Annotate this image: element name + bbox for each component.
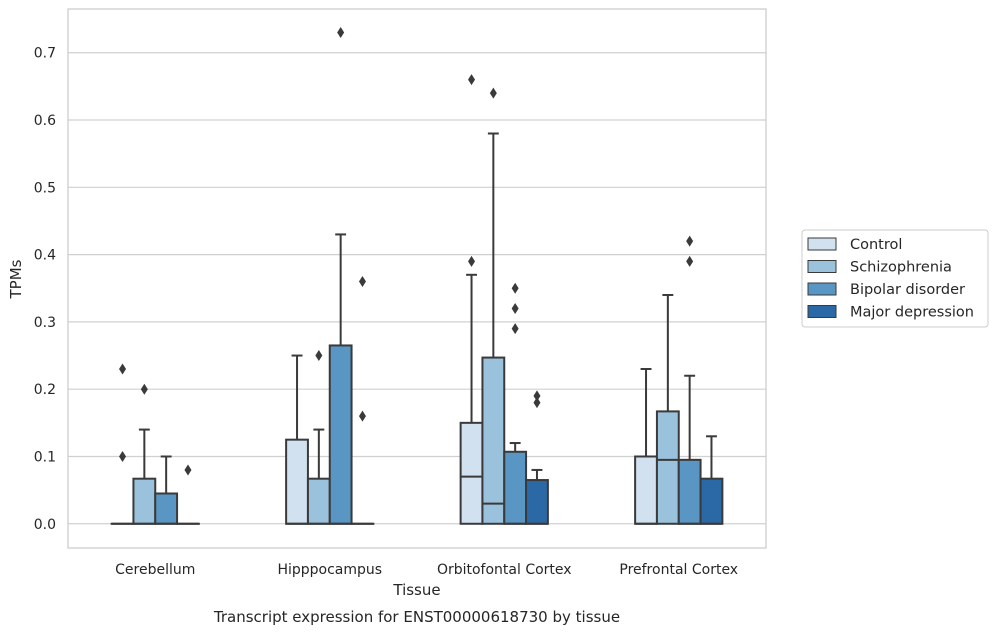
outlier-point [533, 397, 541, 409]
outlier-point [358, 410, 366, 422]
box [328, 344, 353, 525]
outlier-point [358, 276, 366, 288]
box-group [459, 74, 484, 525]
legend-label: Schizophrenia [850, 260, 952, 276]
box-series [110, 27, 724, 525]
box [503, 450, 528, 525]
box [634, 455, 658, 525]
box [154, 492, 179, 525]
outlier-point [489, 87, 497, 99]
outlier-point [140, 383, 148, 395]
box-group [677, 235, 702, 525]
x-tick-labels: Cerebellum Hipppocampus Orbitofontal Corte… [115, 562, 738, 578]
outlier-point [468, 74, 476, 86]
box [481, 356, 506, 525]
box-group [132, 383, 157, 525]
box-group [481, 87, 506, 525]
box [132, 477, 157, 525]
y-axis-title: TPMs [7, 259, 25, 299]
legend-label: Bipolar disorder [850, 282, 965, 298]
box-group [176, 464, 200, 525]
box [285, 438, 309, 525]
x-tick-label: Cerebellum [115, 562, 195, 578]
x-tick-label: Prefrontal Cortex [619, 562, 738, 578]
legend-swatch [807, 282, 837, 296]
x-axis-title: Tissue [392, 581, 440, 599]
box-group [655, 293, 680, 525]
y-tick-label: 0.6 [34, 113, 56, 129]
box-group [328, 27, 353, 525]
legend-swatch [807, 260, 837, 273]
y-tick-label: 0.3 [34, 315, 56, 331]
outlier-point [119, 363, 127, 375]
box [459, 421, 484, 525]
legend-label: Control [850, 237, 902, 253]
x-tick-label: Hipppocampus [277, 562, 382, 578]
y-tick-label: 0.0 [34, 517, 56, 533]
y-tick-label: 0.5 [34, 180, 56, 196]
legend-frame [801, 229, 989, 328]
box [306, 477, 331, 525]
outlier-point [315, 350, 323, 362]
box [677, 458, 702, 525]
y-tick-label: 0.4 [34, 248, 56, 264]
y-tick-labels: 0.0 0.1 0.2 0.3 0.4 0.5 0.6 0.7 [34, 46, 56, 533]
legend-swatch [807, 305, 837, 318]
legend-items: Control Schizophrenia Bipolar disorder Majo… [807, 237, 974, 321]
outlier-point [533, 390, 541, 402]
box-group [154, 455, 179, 525]
box-group [110, 363, 135, 525]
box-group [350, 276, 375, 525]
y-tick-label: 0.7 [34, 46, 56, 62]
outlier-point [511, 323, 519, 335]
outlier-point [337, 27, 345, 39]
legend: Control Schizophrenia Bipolar disorder Majo… [801, 229, 989, 328]
chart-title: Transcript expression for ENST0000061873… [213, 608, 620, 626]
x-tick-label: Orbitofontal Cortex [437, 562, 572, 578]
outlier-point [511, 302, 519, 314]
y-tick-label: 0.1 [34, 449, 56, 465]
box-group [503, 282, 528, 525]
box-group [699, 435, 724, 525]
legend-swatch [807, 237, 837, 251]
outlier-point [468, 255, 476, 267]
outlier-point [686, 235, 694, 247]
outlier-point [686, 255, 694, 267]
box [699, 477, 724, 525]
y-tick-label: 0.2 [34, 382, 56, 398]
outlier-point [511, 282, 519, 294]
legend-label: Major depression [850, 305, 974, 321]
box [525, 479, 549, 525]
outlier-point [119, 450, 127, 462]
plot-border [67, 8, 767, 549]
outlier-point [184, 464, 192, 476]
box [655, 410, 680, 525]
box-group [525, 390, 549, 525]
